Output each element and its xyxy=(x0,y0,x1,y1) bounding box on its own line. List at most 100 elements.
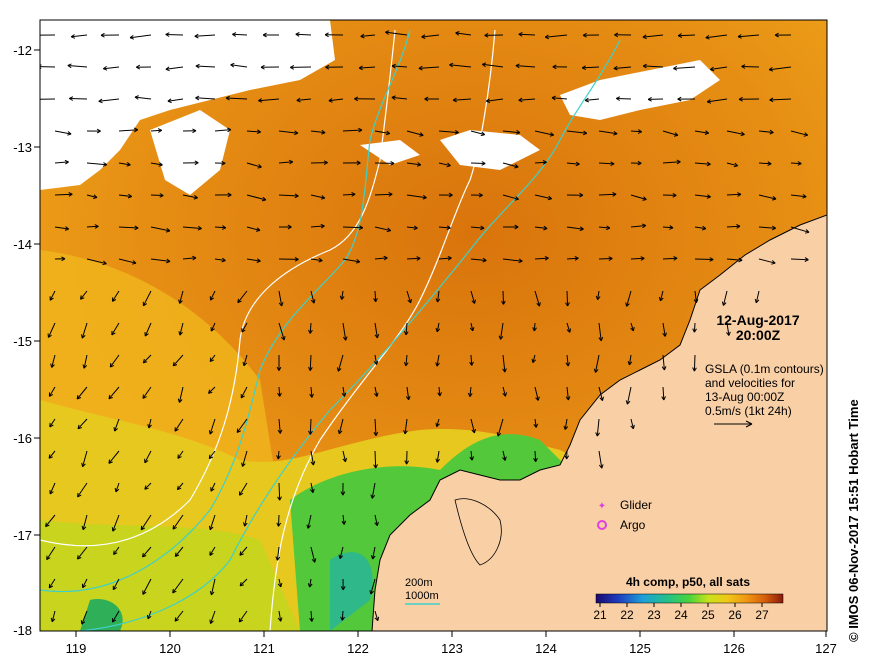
contour-1000m-b xyxy=(79,39,621,631)
velocity-arrowhead xyxy=(194,160,199,166)
velocity-arrow xyxy=(278,130,298,134)
velocity-arrow xyxy=(502,450,506,461)
velocity-arrow xyxy=(82,450,88,467)
velocity-arrow xyxy=(596,418,600,437)
x-tick-label: 127 xyxy=(815,641,837,656)
velocity-arrowhead xyxy=(227,192,232,198)
velocity-arrow xyxy=(48,386,56,397)
velocity-arrowhead xyxy=(81,525,87,531)
velocity-arrowhead xyxy=(256,129,261,135)
y-tick-label: -13 xyxy=(13,140,32,155)
velocity-arrow xyxy=(518,98,536,101)
velocity-arrow xyxy=(374,450,377,469)
velocity-arrow xyxy=(108,386,120,400)
velocity-arrowhead xyxy=(237,298,242,304)
velocity-arrow xyxy=(310,194,325,199)
velocity-arrow xyxy=(769,98,792,101)
velocity-arrowhead xyxy=(308,430,313,435)
velocity-arrowhead xyxy=(80,295,85,300)
velocity-arrowhead xyxy=(310,461,316,466)
velocity-arrowhead xyxy=(69,96,74,101)
velocity-arrow xyxy=(278,290,283,307)
velocity-arrow xyxy=(342,322,347,341)
velocity-arrow xyxy=(374,257,388,260)
velocity-arrowhead xyxy=(77,424,82,430)
argo-marker xyxy=(597,520,607,530)
velocity-arrow xyxy=(310,130,326,134)
velocity-arrowhead xyxy=(142,590,147,595)
velocity-arrowhead xyxy=(661,366,667,371)
velocity-arrowhead xyxy=(515,63,520,69)
velocity-arrow xyxy=(374,130,390,134)
velocity-arrow xyxy=(210,290,216,301)
velocity-arrowhead xyxy=(166,258,171,264)
velocity-arrowhead xyxy=(67,63,72,69)
velocity-arrow xyxy=(598,258,613,260)
velocity-arrow xyxy=(598,450,603,469)
velocity-arrowhead xyxy=(258,98,263,103)
velocity-arrowhead xyxy=(174,617,179,622)
velocity-arrow xyxy=(54,130,72,135)
velocity-arrowhead xyxy=(533,423,539,428)
velocity-arrow xyxy=(630,257,645,260)
x-tick-label: 121 xyxy=(253,641,275,656)
contour-200m xyxy=(40,29,396,547)
velocity-arrowhead xyxy=(737,192,742,197)
velocity-arrowhead xyxy=(178,331,183,336)
velocity-arrowhead xyxy=(165,66,170,72)
velocity-arrowhead xyxy=(336,367,342,372)
sst-field-green-sw xyxy=(80,599,123,631)
velocity-arrowhead xyxy=(388,191,393,197)
velocity-arrowhead xyxy=(142,301,147,307)
velocity-arrowhead xyxy=(484,32,489,38)
velocity-arrow xyxy=(111,290,120,302)
velocity-arrowhead xyxy=(419,132,424,137)
velocity-arrow xyxy=(86,258,107,265)
velocity-arrow xyxy=(391,65,408,68)
velocity-arrow xyxy=(142,546,152,558)
velocity-arrowhead xyxy=(113,550,118,556)
velocity-arrowhead xyxy=(447,255,452,261)
velocity-arrowhead xyxy=(307,583,313,588)
velocity-arrow xyxy=(438,386,441,397)
velocity-arrowhead xyxy=(159,193,164,198)
velocity-arrowhead xyxy=(606,225,611,231)
velocity-arrowhead xyxy=(771,195,777,201)
velocity-arrowhead xyxy=(174,552,180,557)
y-tick-label: -12 xyxy=(13,43,32,58)
velocity-arrow xyxy=(630,130,642,133)
colorbar-gradient xyxy=(595,593,784,604)
velocity-arrowhead xyxy=(210,327,215,332)
velocity-arrowhead xyxy=(738,257,743,263)
x-tick-label: 119 xyxy=(66,641,87,656)
velocity-arrow xyxy=(77,482,88,498)
velocity-arrow xyxy=(276,546,280,561)
velocity-arrow xyxy=(470,162,486,164)
velocity-arrow xyxy=(246,226,261,231)
velocity-arrowhead xyxy=(642,63,647,69)
velocity-arrowhead xyxy=(157,128,162,133)
cloud-mask-central xyxy=(440,130,540,170)
velocity-arrowhead xyxy=(354,96,359,102)
velocity-arrowhead xyxy=(178,299,183,304)
velocity-arrow xyxy=(566,354,569,367)
velocity-arrow xyxy=(502,258,523,262)
velocity-arrow xyxy=(310,225,325,228)
velocity-arrowhead xyxy=(673,65,678,71)
velocity-arrow xyxy=(436,450,440,463)
velocity-arrowhead xyxy=(340,491,346,496)
velocity-arrow xyxy=(236,418,248,433)
velocity-arrow xyxy=(237,290,248,304)
velocity-arrowhead xyxy=(48,454,53,459)
plot-frame xyxy=(39,19,828,632)
velocity-arrowhead xyxy=(342,336,348,341)
velocity-arrowhead xyxy=(111,330,116,336)
velocity-arrow xyxy=(470,322,474,332)
velocity-arrowhead xyxy=(296,97,301,103)
velocity-arrow xyxy=(437,290,440,303)
velocity-arrow xyxy=(278,386,281,397)
velocity-arrow xyxy=(613,66,632,69)
cloud-mask-west xyxy=(150,110,230,195)
velocity-arrowhead xyxy=(221,225,227,230)
velocity-arrow xyxy=(174,418,184,432)
